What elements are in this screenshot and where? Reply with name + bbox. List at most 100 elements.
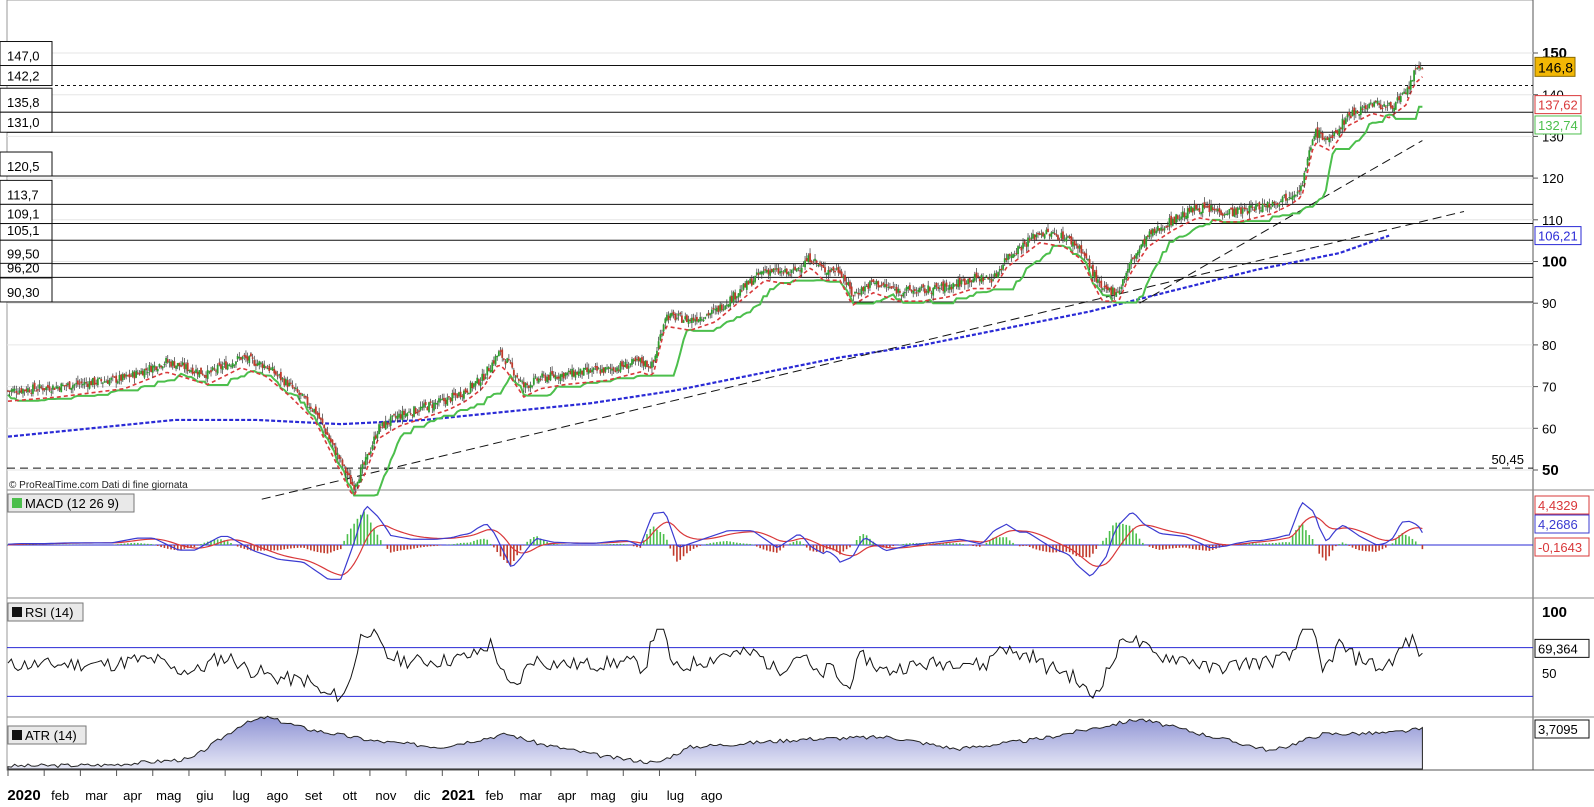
candle-body <box>742 283 745 290</box>
candle-body <box>235 361 237 365</box>
candle-body <box>1148 231 1151 238</box>
candle-body <box>334 446 337 455</box>
candle-body <box>466 390 469 393</box>
candle-body <box>458 392 460 397</box>
candle-body <box>938 287 941 290</box>
candle-body <box>1003 258 1006 263</box>
atr-label-box[interactable] <box>7 725 87 745</box>
x-tick-label: giu <box>196 788 213 803</box>
candle-body <box>444 399 447 405</box>
candle-body <box>1419 67 1422 69</box>
candle-body <box>547 374 550 381</box>
candle-body <box>627 365 630 369</box>
candle-body <box>20 388 23 393</box>
candle-body <box>932 287 935 296</box>
candle-body <box>453 392 455 396</box>
x-tick-label: giu <box>631 788 648 803</box>
candle-body <box>484 377 487 379</box>
candle-body <box>1218 208 1221 213</box>
candle-body <box>629 363 632 366</box>
candle-body <box>1195 204 1197 210</box>
candle-body <box>408 411 410 413</box>
x-tick-label: mar <box>519 788 542 803</box>
level-label: 147,0 <box>7 49 40 64</box>
candle-body <box>338 454 341 459</box>
candle-body <box>611 368 613 371</box>
candle-body <box>383 421 385 428</box>
x-tick-label: ago <box>701 788 723 803</box>
candle-body <box>1007 254 1009 260</box>
macd-label: MACD (12 26 9) <box>25 496 119 511</box>
candle-body <box>714 309 717 311</box>
candle-body <box>1100 280 1103 288</box>
candle-body <box>1082 252 1084 254</box>
candle-body <box>414 408 417 414</box>
candle-body <box>834 270 836 273</box>
candle-body <box>1383 104 1386 107</box>
candle-body <box>958 277 961 287</box>
candle-body <box>953 284 956 286</box>
candle-body <box>278 374 281 376</box>
candle-body <box>318 412 321 419</box>
candle-body <box>759 272 762 274</box>
candle-body <box>509 362 512 364</box>
candle-body <box>368 452 370 456</box>
candle-body <box>1136 251 1139 256</box>
candle-body <box>398 413 400 418</box>
candle-body <box>894 289 896 291</box>
candle-body <box>639 358 642 363</box>
candle-body <box>987 277 989 279</box>
candle-body <box>361 463 364 469</box>
candle-body <box>379 426 382 428</box>
candle-body <box>762 270 765 274</box>
rsi-tick-label: 50 <box>1542 666 1556 681</box>
candle-body <box>331 439 334 444</box>
candle-body <box>128 373 131 378</box>
candle-body <box>532 377 535 385</box>
candle-body <box>1206 206 1209 208</box>
candle-body <box>506 358 509 363</box>
candle-body <box>1103 285 1106 288</box>
candle-body <box>221 366 224 370</box>
candle-body <box>210 370 212 373</box>
candle-body <box>519 380 522 382</box>
candle-body <box>967 279 970 284</box>
macd-label-box[interactable] <box>7 493 135 513</box>
candle-body <box>481 373 484 382</box>
candle-body <box>637 356 640 362</box>
candle-body <box>534 376 537 378</box>
candle-body <box>289 382 292 384</box>
candle-body <box>96 378 99 386</box>
candle-body <box>70 387 73 391</box>
atr-label: ATR (14) <box>25 728 77 743</box>
price-tags: 146,8 137,62 132,74 106,21 <box>1534 56 1582 246</box>
candle-body <box>90 381 93 386</box>
candle-body <box>1236 207 1239 214</box>
candle-body <box>920 286 923 288</box>
candle-body <box>53 387 56 390</box>
x-tick-label: ott <box>342 788 357 803</box>
candle-body <box>1098 281 1101 283</box>
candle-body <box>542 374 545 376</box>
candle-body <box>915 292 918 294</box>
macd-legend-icon <box>12 498 22 508</box>
candle-body <box>1366 108 1369 110</box>
candle-body <box>1324 138 1327 140</box>
candle-body <box>972 279 975 283</box>
rsi-label-box[interactable] <box>7 602 84 622</box>
value-tag <box>1534 95 1582 115</box>
candle-body <box>319 417 322 420</box>
candle-body <box>1223 214 1226 216</box>
level-label-box <box>0 277 53 303</box>
candle-body <box>245 355 247 359</box>
candle-body <box>1381 107 1384 110</box>
candle-body <box>183 362 186 369</box>
candle-body <box>815 260 818 263</box>
candle-body <box>1351 110 1354 117</box>
candle-body <box>943 283 946 293</box>
candle-body <box>1130 259 1133 265</box>
candle-body <box>48 386 51 391</box>
candle-body <box>469 382 472 393</box>
candle-body <box>1095 270 1098 282</box>
